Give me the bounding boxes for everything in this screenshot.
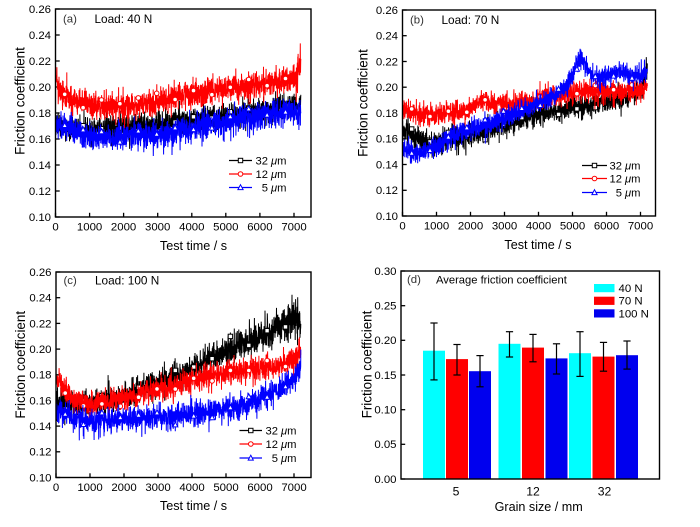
svg-text:μm: μm	[270, 182, 286, 194]
svg-text:0: 0	[399, 221, 405, 233]
svg-text:(d): (d)	[407, 274, 421, 286]
svg-text:Test time / s: Test time / s	[160, 239, 227, 253]
svg-text:(c): (c)	[64, 275, 77, 287]
svg-text:0.16: 0.16	[29, 134, 51, 146]
svg-text:5: 5	[453, 485, 460, 499]
svg-text:Load: 100 N: Load: 100 N	[95, 274, 159, 288]
svg-text:0.20: 0.20	[376, 82, 398, 94]
svg-text:Friction coefficient: Friction coefficient	[13, 311, 28, 419]
svg-text:0.16: 0.16	[376, 134, 398, 146]
svg-text:6000: 6000	[594, 221, 619, 233]
svg-text:Load: 40 N: Load: 40 N	[95, 12, 153, 26]
svg-text:0.18: 0.18	[29, 108, 51, 120]
svg-text:0: 0	[52, 222, 58, 234]
svg-text:70 N: 70 N	[619, 296, 643, 308]
svg-text:0.26: 0.26	[376, 5, 398, 17]
svg-text:7000: 7000	[281, 222, 306, 234]
svg-text:Test time / s: Test time / s	[504, 238, 571, 252]
svg-text:3000: 3000	[145, 222, 170, 234]
svg-text:2000: 2000	[111, 482, 136, 494]
svg-text:0.15: 0.15	[374, 370, 396, 382]
svg-text:0.25: 0.25	[374, 301, 396, 313]
svg-text:0.12: 0.12	[29, 447, 51, 459]
svg-text:0.18: 0.18	[29, 370, 51, 382]
svg-text:40 N: 40 N	[619, 283, 643, 295]
svg-text:Average friction coefficient: Average friction coefficient	[436, 275, 568, 287]
svg-text:(b): (b)	[410, 15, 424, 27]
svg-text:μm: μm	[270, 155, 286, 167]
svg-text:1000: 1000	[77, 482, 102, 494]
svg-text:μm: μm	[280, 425, 296, 437]
svg-text:4000: 4000	[179, 222, 204, 234]
svg-text:μm: μm	[624, 160, 640, 172]
svg-text:0.18: 0.18	[376, 108, 398, 120]
svg-text:0.24: 0.24	[29, 293, 51, 305]
svg-text:7000: 7000	[628, 221, 653, 233]
svg-text:0.16: 0.16	[29, 395, 51, 407]
svg-text:0.22: 0.22	[376, 56, 398, 68]
svg-text:7000: 7000	[281, 482, 306, 494]
svg-text:0.14: 0.14	[376, 159, 398, 171]
svg-text:0.30: 0.30	[374, 266, 396, 278]
svg-text:32: 32	[266, 425, 278, 437]
svg-text:0.26: 0.26	[29, 4, 51, 16]
svg-text:(a): (a)	[63, 14, 77, 26]
svg-text:1000: 1000	[77, 222, 102, 234]
svg-text:μm: μm	[624, 173, 640, 185]
svg-text:0.14: 0.14	[29, 421, 51, 433]
svg-text:5000: 5000	[560, 221, 585, 233]
svg-text:12: 12	[256, 169, 268, 181]
svg-text:5: 5	[272, 453, 278, 465]
svg-text:0.24: 0.24	[29, 30, 51, 42]
svg-text:3000: 3000	[492, 221, 517, 233]
svg-text:12: 12	[526, 485, 540, 499]
svg-text:0.20: 0.20	[29, 82, 51, 94]
svg-text:0.05: 0.05	[374, 439, 396, 451]
svg-text:Load: 70 N: Load: 70 N	[442, 13, 500, 27]
svg-text:32: 32	[256, 155, 268, 167]
svg-text:5000: 5000	[213, 222, 238, 234]
svg-text:0.00: 0.00	[374, 474, 396, 486]
svg-text:100 N: 100 N	[619, 308, 649, 320]
svg-text:3000: 3000	[145, 482, 170, 494]
svg-text:μm: μm	[624, 187, 640, 199]
svg-text:0.10: 0.10	[376, 211, 398, 223]
svg-text:12: 12	[266, 439, 278, 451]
svg-text:0.10: 0.10	[29, 472, 51, 484]
svg-text:Friction coefficient: Friction coefficient	[356, 49, 371, 157]
svg-text:0.20: 0.20	[29, 344, 51, 356]
svg-text:0.12: 0.12	[376, 185, 398, 197]
svg-text:Friction coefficient: Friction coefficient	[13, 47, 28, 155]
svg-text:μm: μm	[280, 453, 296, 465]
svg-text:0.10: 0.10	[374, 405, 396, 417]
svg-text:μm: μm	[280, 439, 296, 451]
svg-text:Test time / s: Test time / s	[160, 499, 227, 513]
svg-text:2000: 2000	[111, 222, 136, 234]
svg-text:4000: 4000	[179, 482, 204, 494]
svg-text:32: 32	[598, 485, 612, 499]
svg-text:0.26: 0.26	[29, 267, 51, 279]
svg-text:0: 0	[53, 482, 59, 494]
svg-text:0.14: 0.14	[29, 160, 51, 172]
svg-text:4000: 4000	[526, 221, 551, 233]
svg-text:Grain size / mm: Grain size / mm	[495, 500, 583, 514]
svg-text:5: 5	[262, 182, 268, 194]
svg-text:0.22: 0.22	[29, 56, 51, 68]
svg-text:0.22: 0.22	[29, 318, 51, 330]
svg-text:0.12: 0.12	[29, 186, 51, 198]
svg-text:5000: 5000	[213, 482, 238, 494]
svg-text:12: 12	[610, 173, 622, 185]
svg-text:5: 5	[616, 187, 622, 199]
svg-text:32: 32	[610, 160, 622, 172]
svg-text:Friction coefficient: Friction coefficient	[360, 310, 375, 418]
svg-text:1000: 1000	[424, 221, 449, 233]
svg-text:2000: 2000	[458, 221, 483, 233]
svg-text:0.10: 0.10	[29, 212, 51, 224]
svg-text:6000: 6000	[247, 222, 272, 234]
svg-text:0.24: 0.24	[376, 31, 398, 43]
svg-text:6000: 6000	[247, 482, 272, 494]
svg-text:0.20: 0.20	[374, 335, 396, 347]
svg-text:μm: μm	[270, 169, 286, 181]
